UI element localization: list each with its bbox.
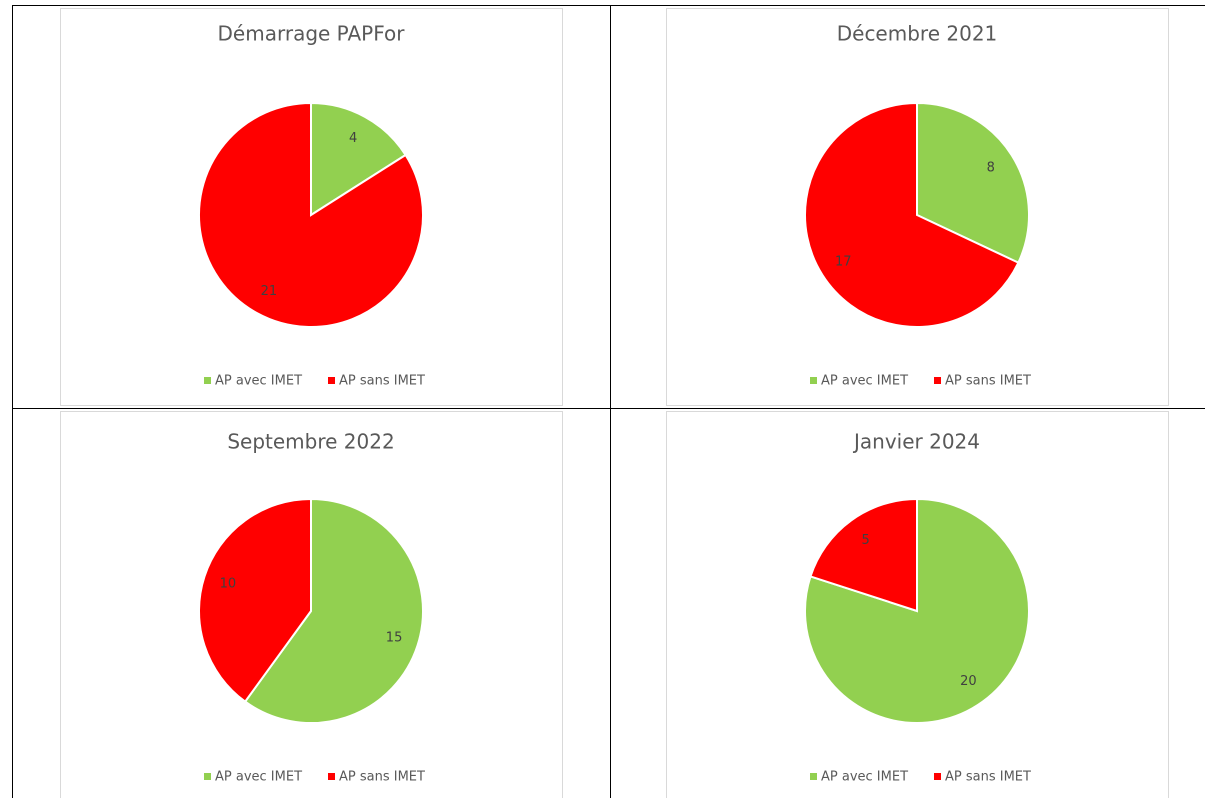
legend-label: AP sans IMET: [339, 374, 425, 389]
legend-swatch: [204, 377, 211, 384]
chart-title: Septembre 2022: [227, 430, 394, 454]
legend-swatch: [328, 773, 335, 780]
table-border: [12, 408, 1205, 409]
data-label: 17: [835, 254, 852, 269]
data-label: 8: [987, 161, 995, 176]
chart-title: Démarrage PAPFor: [218, 22, 406, 46]
pie-slice: [310, 101, 407, 217]
data-label: 4: [349, 131, 357, 146]
chart-box: Démarrage PAPFor 4 21 AP avec IMET AP sans I…: [60, 8, 563, 406]
chart-box: Janvier 2024 20 5 AP avec IMET AP sans IMET: [666, 411, 1169, 798]
legend-swatch: [328, 377, 335, 384]
data-label: 10: [220, 577, 237, 592]
data-label: 20: [960, 674, 977, 689]
chart-box: Décembre 2021 8 17 AP avec IMET AP sans IMET: [666, 8, 1169, 406]
data-label: 21: [261, 284, 278, 299]
chart-title: Janvier 2024: [852, 430, 980, 454]
legend-label: AP avec IMET: [215, 374, 302, 389]
pie-slice: [198, 497, 312, 704]
pie-slice: [809, 497, 918, 613]
pie-slice: [916, 101, 1030, 265]
legend-label: AP avec IMET: [821, 374, 908, 389]
legend-swatch: [204, 773, 211, 780]
chart-title: Décembre 2021: [837, 22, 998, 46]
legend-label: AP sans IMET: [339, 770, 425, 785]
chart: Janvier 2024 20 5 AP avec IMET AP sans IMET: [804, 430, 1031, 785]
data-label: 15: [386, 630, 403, 645]
table-border: [12, 5, 13, 798]
table-border: [610, 5, 611, 798]
legend-swatch: [934, 377, 941, 384]
chart-box: Septembre 2022 15 10 AP avec IMET AP sans IM…: [60, 411, 563, 798]
legend-swatch: [810, 773, 817, 780]
chart: Décembre 2021 8 17 AP avec IMET AP sans IMET: [804, 22, 1031, 389]
data-label: 5: [862, 533, 870, 548]
pie-slice: [804, 101, 1020, 328]
legend-label: AP sans IMET: [945, 770, 1031, 785]
chart: Démarrage PAPFor 4 21 AP avec IMET AP sans I…: [198, 22, 425, 389]
legend-swatch: [934, 773, 941, 780]
legend-swatch: [810, 377, 817, 384]
legend-label: AP avec IMET: [215, 770, 302, 785]
legend-label: AP sans IMET: [945, 374, 1031, 389]
pie-slice: [243, 497, 424, 724]
chart: Septembre 2022 15 10 AP avec IMET AP sans IM…: [198, 430, 425, 785]
legend-label: AP avec IMET: [821, 770, 908, 785]
pie-slice: [198, 101, 424, 328]
table-border: [12, 5, 1205, 6]
